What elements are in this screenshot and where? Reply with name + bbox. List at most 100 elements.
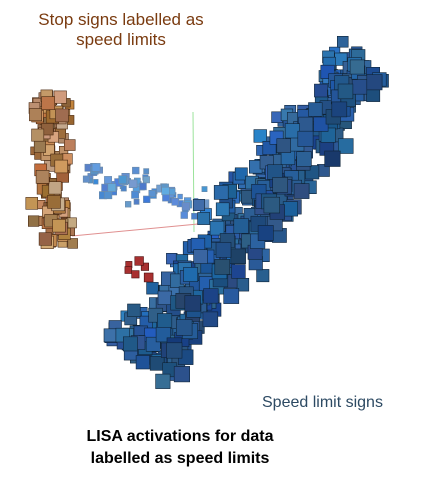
speed-limit-thumbnail	[142, 176, 150, 184]
stop-sign-thumbnail	[25, 197, 38, 210]
speed-limit-thumbnail	[132, 166, 140, 175]
speed-limit-thumbnail	[125, 201, 132, 208]
speed-limit-thumbnail	[180, 211, 188, 219]
speed-limit-thumbnail	[230, 248, 246, 264]
speed-limit-thumbnail	[349, 59, 365, 75]
speed-limit-thumbnail	[161, 186, 170, 196]
speed-limit-thumbnail	[118, 175, 127, 184]
speed-limit-thumbnail	[308, 102, 323, 117]
speed-limit-thumbnail	[314, 83, 328, 98]
axis-line-vertical	[192, 111, 195, 233]
speed-limit-thumbnail	[107, 183, 117, 192]
stop-sign-thumbnail	[48, 181, 62, 195]
speed-limit-thumbnail	[256, 269, 270, 283]
speed-limit-thumbnail	[93, 179, 99, 185]
speed-limit-thumbnail	[139, 182, 147, 191]
speed-limit-thumbnail	[272, 177, 289, 193]
speed-limit-thumbnail	[166, 342, 183, 359]
speed-limit-thumbnail	[215, 202, 230, 217]
speed-limit-thumbnail	[202, 311, 219, 328]
stop-sign-thumbnail	[29, 108, 42, 122]
speed-limit-thumbnail	[209, 220, 225, 236]
activation-scatter-plot	[25, 35, 389, 389]
speed-limit-thumbnail	[337, 138, 354, 154]
speed-limit-thumbnail	[127, 303, 141, 317]
speed-limit-thumbnail	[104, 191, 113, 200]
speed-limit-thumbnail	[233, 218, 249, 234]
speed-limit-thumbnail	[214, 259, 231, 275]
speed-limit-thumbnail	[336, 35, 349, 48]
stop-sign-thumbnail	[131, 270, 140, 279]
speed-limit-thumbnail	[282, 201, 299, 217]
stop-sign-thumbnail	[134, 256, 144, 266]
speed-limit-thumbnail	[128, 179, 138, 189]
stop-sign-thumbnail	[52, 219, 66, 233]
speed-limit-thumbnail	[143, 195, 151, 203]
stop-cluster-label-line2: speed limits	[76, 29, 166, 49]
stop-sign-thumbnail	[27, 215, 40, 227]
speed-limit-thumbnail	[231, 264, 246, 279]
speed-limit-thumbnail	[262, 141, 277, 155]
speed-limit-thumbnail	[123, 336, 138, 352]
speed-limit-thumbnail	[366, 88, 381, 102]
caption-line1: LISA activations for data	[86, 428, 274, 445]
speed-limit-thumbnail	[223, 288, 240, 304]
speed-limit-thumbnail	[103, 328, 118, 343]
stop-sign-thumbnail	[55, 108, 69, 123]
speed-limit-thumbnail	[173, 366, 190, 383]
speed-limit-thumbnail	[213, 185, 229, 200]
speed-limit-thumbnail	[176, 319, 193, 336]
speed-limit-thumbnail	[253, 129, 267, 143]
stop-sign-thumbnail	[54, 159, 68, 174]
speed-limit-thumbnail	[184, 295, 201, 312]
speed-limit-thumbnail	[215, 242, 232, 258]
speed-limit-thumbnail	[293, 183, 310, 199]
speed-limit-thumbnail	[177, 193, 183, 200]
stop-sign-thumbnail	[41, 96, 56, 110]
stop-sign-thumbnail	[124, 266, 133, 274]
speed-limit-thumbnail	[183, 267, 198, 282]
speed-limit-thumbnail	[135, 355, 150, 370]
speed-limit-thumbnail	[155, 373, 171, 389]
speed-limit-thumbnail	[131, 190, 139, 199]
speed-limit-thumbnail	[351, 79, 368, 95]
speed-cluster-label: Speed limit signs	[262, 394, 383, 411]
speed-limit-thumbnail	[133, 199, 140, 205]
speed-limit-thumbnail	[157, 290, 172, 305]
speed-limit-thumbnail	[143, 168, 150, 175]
stop-cluster-label-line1: Stop signs labelled as	[38, 10, 204, 29]
stop-cluster-label: Stop signs labelled as speed limits	[16, 10, 226, 49]
speed-limit-thumbnail	[280, 150, 296, 165]
speed-limit-thumbnail	[284, 123, 300, 139]
speed-limit-thumbnail	[324, 150, 341, 167]
axis-line-horizontal	[71, 223, 199, 237]
stop-sign-thumbnail	[31, 128, 45, 142]
speed-limit-thumbnail	[181, 202, 191, 211]
stop-sign-thumbnail	[53, 90, 67, 104]
speed-limit-thumbnail	[366, 74, 383, 91]
speed-limit-thumbnail	[197, 212, 211, 225]
speed-limit-thumbnail	[331, 101, 348, 118]
speed-limit-thumbnail	[149, 356, 165, 371]
speed-limit-thumbnail	[148, 190, 156, 198]
speed-limit-thumbnail	[157, 313, 173, 329]
speed-limit-thumbnail	[146, 282, 159, 295]
speed-limit-thumbnail	[171, 198, 180, 206]
speed-limit-thumbnail	[201, 186, 208, 192]
stop-sign-thumbnail	[47, 195, 61, 209]
speed-limit-thumbnail	[263, 196, 280, 214]
speed-limit-thumbnail	[91, 163, 101, 172]
speed-limit-thumbnail	[257, 225, 274, 241]
speed-limit-thumbnail	[337, 83, 354, 100]
speed-limit-thumbnail	[193, 249, 208, 264]
stop-sign-thumbnail	[64, 139, 76, 151]
stop-sign-thumbnail	[33, 140, 46, 153]
speed-limit-thumbnail	[234, 167, 248, 181]
stop-sign-thumbnail	[35, 170, 50, 184]
stop-sign-thumbnail	[38, 232, 52, 246]
speed-limit-thumbnail	[104, 176, 113, 184]
stop-sign-thumbnail	[67, 238, 78, 249]
figure-caption: LISA activations for data labelled as sp…	[40, 426, 320, 471]
speed-limit-thumbnail	[297, 130, 314, 147]
